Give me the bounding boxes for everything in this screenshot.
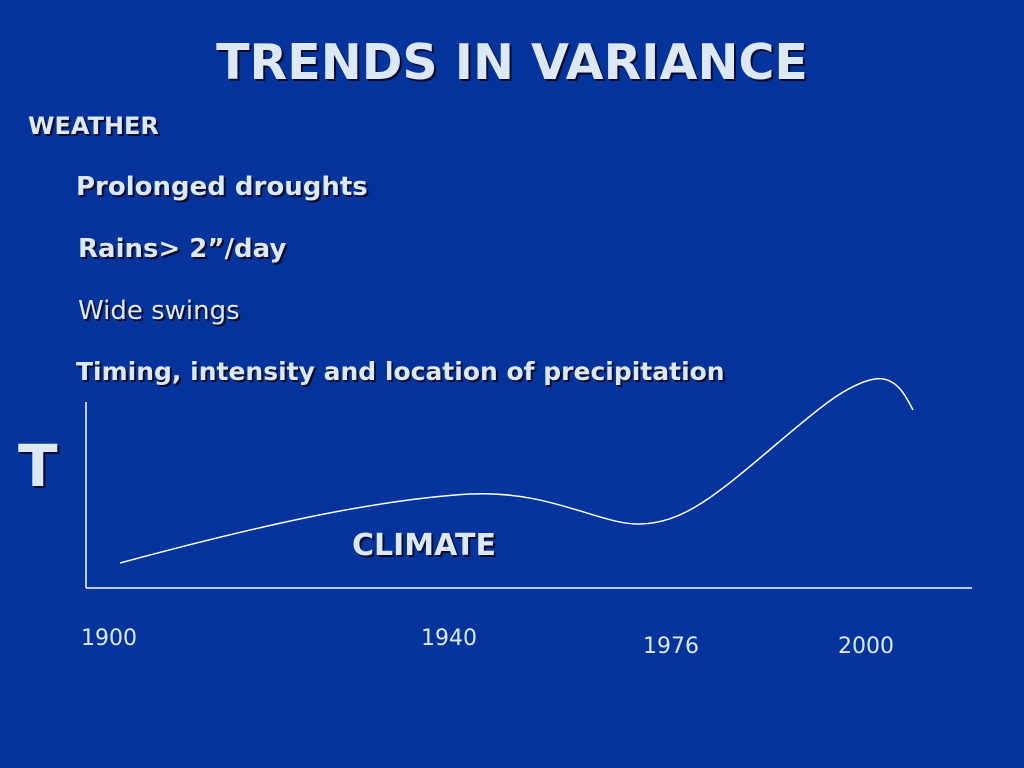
bullet-rains: Rains> 2”/day <box>78 234 287 264</box>
bullet-timing: Timing, intensity and location of precip… <box>76 357 725 386</box>
y-axis-label: T <box>18 432 58 500</box>
curve-label: CLIMATE <box>352 528 496 563</box>
bullet-prolonged-droughts: Prolonged droughts <box>76 172 368 202</box>
heading-weather: WEATHER <box>28 112 159 140</box>
x-label-1940: 1940 <box>421 626 477 651</box>
x-label-1976: 1976 <box>643 634 699 659</box>
bullet-wide-swings: Wide swings <box>78 296 240 326</box>
x-label-2000: 2000 <box>838 634 894 659</box>
x-label-1900: 1900 <box>81 626 137 651</box>
climate-curve <box>119 377 914 564</box>
slide-title: TRENDS IN VARIANCE <box>216 34 808 91</box>
